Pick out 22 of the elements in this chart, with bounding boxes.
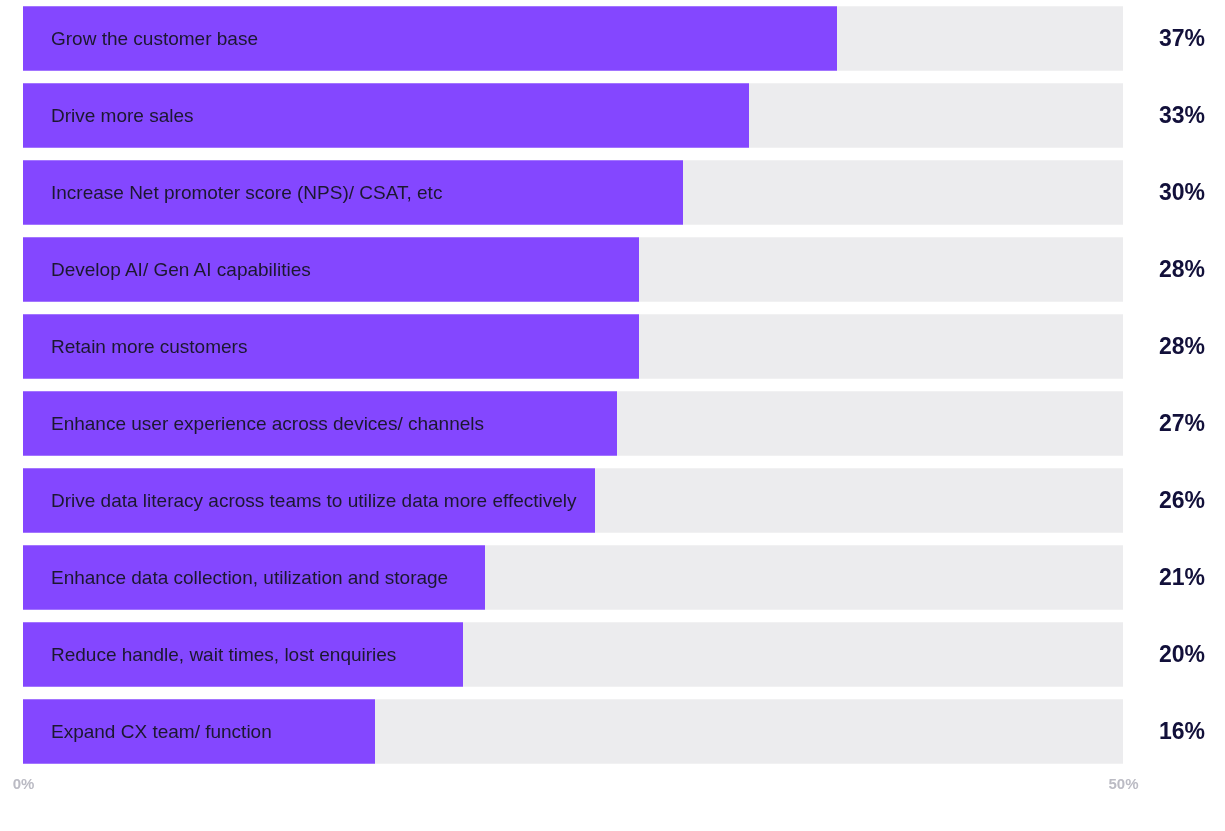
y-tick-label: Expand CX team/ function bbox=[51, 720, 272, 742]
x-tick-label: 50% bbox=[1108, 774, 1139, 792]
y-tick-label: Drive data literacy across teams to utilize data more effectively bbox=[51, 489, 578, 511]
y-tick-label: Reduce handle, wait times, lost enquiries bbox=[51, 643, 397, 665]
data-label: 27% bbox=[1158, 409, 1205, 436]
data-label: 20% bbox=[1158, 640, 1205, 667]
x-tick-label: 0% bbox=[12, 774, 35, 792]
data-label: 16% bbox=[1158, 717, 1205, 744]
data-label: 21% bbox=[1158, 563, 1205, 590]
data-label: 30% bbox=[1158, 178, 1205, 205]
y-tick-label: Grow the customer base bbox=[51, 27, 258, 49]
data-label: 28% bbox=[1158, 255, 1205, 282]
y-tick-label: Enhance user experience across devices/ channels bbox=[51, 412, 485, 434]
data-label: 28% bbox=[1158, 332, 1205, 359]
data-label: 33% bbox=[1158, 101, 1205, 128]
y-tick-label: Retain more customers bbox=[51, 335, 248, 357]
y-tick-label: Develop AI/ Gen AI capabilities bbox=[51, 258, 311, 280]
y-tick-label: Enhance data collection, utilization and storage bbox=[51, 566, 449, 588]
y-tick-label: Drive more sales bbox=[51, 104, 194, 126]
data-label: 37% bbox=[1158, 24, 1205, 51]
data-label: 26% bbox=[1158, 486, 1205, 513]
y-tick-label: Increase Net promoter score (NPS)/ CSAT, etc bbox=[51, 181, 443, 203]
